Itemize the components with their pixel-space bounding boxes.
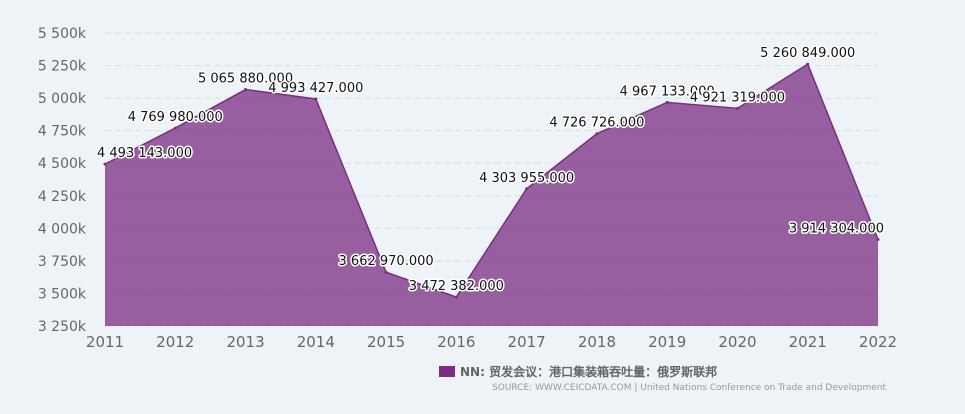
legend-swatch <box>439 366 455 377</box>
data-point[interactable] <box>103 162 107 166</box>
data-point[interactable] <box>525 187 529 191</box>
x-tick-label: 2017 <box>508 333 546 351</box>
x-tick-label: 2021 <box>789 333 827 351</box>
x-tick-label: 2013 <box>226 333 264 351</box>
x-tick-label: 2015 <box>367 333 405 351</box>
data-point[interactable] <box>244 88 248 92</box>
data-label: 4 726 726.000 <box>549 116 644 131</box>
data-label: 4 303 955.000 <box>479 171 574 186</box>
area-fill[interactable] <box>105 64 878 327</box>
y-tick-label: 5 250k <box>38 59 87 75</box>
x-tick-label: 2012 <box>156 333 194 351</box>
y-axis: 3 250k 3 500k 3 750k 4 000k 4 250k 4 500k 4 75… <box>38 26 87 335</box>
data-point[interactable] <box>314 97 318 101</box>
y-tick-label: 3 500k <box>38 286 87 302</box>
x-tick-label: 2019 <box>648 333 686 351</box>
data-label: 4 769 980.000 <box>128 110 223 125</box>
y-tick-label: 5 500k <box>38 26 87 42</box>
data-point[interactable] <box>876 237 880 241</box>
x-tick-label: 2011 <box>86 333 124 351</box>
data-label: 4 493 143.000 <box>97 146 192 161</box>
y-tick-label: 3 750k <box>38 254 87 270</box>
data-label: 4 921 319.000 <box>690 90 785 105</box>
legend[interactable]: NN: 贸发会议：港口集装箱吞吐量：俄罗斯联邦 <box>439 364 717 379</box>
area-series[interactable] <box>103 62 880 327</box>
data-point[interactable] <box>595 132 599 136</box>
x-tick-label: 2018 <box>578 333 616 351</box>
x-tick-label: 2016 <box>437 333 475 351</box>
data-label: 3 662 970.000 <box>339 254 434 269</box>
y-tick-label: 4 250k <box>38 189 87 205</box>
data-point[interactable] <box>735 106 739 110</box>
data-label: 3 914 304.000 <box>789 221 884 236</box>
y-tick-label: 4 000k <box>38 221 87 237</box>
data-point[interactable] <box>454 295 458 299</box>
x-tick-label: 2020 <box>718 333 756 351</box>
data-point[interactable] <box>384 270 388 274</box>
data-label: 5 260 849.000 <box>760 46 855 61</box>
y-tick-label: 3 250k <box>38 319 87 335</box>
x-tick-label: 2014 <box>297 333 335 351</box>
legend-label: NN: 贸发会议：港口集装箱吞吐量：俄罗斯联邦 <box>460 364 717 379</box>
x-axis: 2011 2012 2013 2014 2015 2016 2017 2018 2019 2020… <box>86 333 897 351</box>
area-line <box>104 63 879 298</box>
data-point[interactable] <box>665 100 669 104</box>
y-tick-label: 5 000k <box>38 91 87 107</box>
source-text: SOURCE: WWW.CEICDATA.COM | United Nation… <box>492 383 886 393</box>
y-tick-label: 4 500k <box>38 156 87 172</box>
x-tick-label: 2022 <box>859 333 897 351</box>
data-point[interactable] <box>173 126 177 130</box>
y-tick-label: 4 750k <box>38 124 87 140</box>
data-label: 3 472 382.000 <box>409 279 504 294</box>
data-label: 4 967 133.000 <box>620 84 715 99</box>
data-label: 5 065 880.000 <box>198 72 293 87</box>
data-point[interactable] <box>806 62 810 66</box>
data-label: 4 993 427.000 <box>268 81 363 96</box>
